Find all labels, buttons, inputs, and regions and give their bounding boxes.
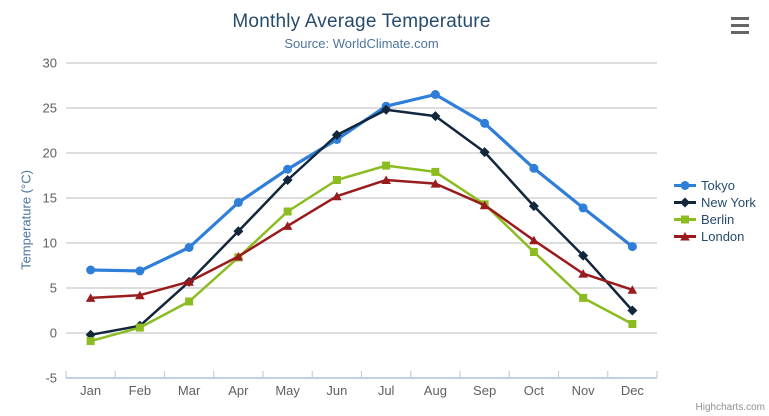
series-tokyo-marker-Mar[interactable] — [184, 243, 194, 252]
series-berlin-marker-Jun[interactable] — [332, 176, 341, 184]
series-london-marker-Dec[interactable] — [627, 285, 638, 294]
series-london-marker-Oct[interactable] — [529, 235, 539, 245]
series-tokyo-marker-Aug[interactable] — [430, 90, 440, 99]
series-tokyo-marker-Sep[interactable] — [480, 118, 490, 128]
series-new-york-marker-Dec[interactable] — [627, 305, 638, 316]
series-london-marker-Jul[interactable] — [381, 175, 391, 185]
series-berlin-marker-Dec[interactable] — [628, 320, 637, 328]
series-london-marker-Jun[interactable] — [332, 191, 342, 201]
series-tokyo-marker-Dec[interactable] — [627, 242, 637, 252]
y-axis-label: 30 — [43, 56, 57, 71]
series-new-york-marker-Sep[interactable] — [479, 147, 490, 158]
legend-label: London — [701, 229, 745, 244]
hamburger-bar — [731, 24, 749, 27]
series-berlin-marker-Oct[interactable] — [529, 248, 538, 256]
x-axis-label-jan: Jan — [80, 383, 101, 398]
legend-label: New York — [701, 195, 756, 210]
y-axis-label: 10 — [43, 236, 57, 251]
hamburger-menu-icon[interactable] — [731, 17, 749, 34]
series-london-marker-Mar[interactable] — [184, 277, 194, 286]
series-london-marker-May[interactable] — [282, 221, 293, 230]
series-berlin-marker-Jul[interactable] — [382, 161, 391, 170]
x-axis-label-apr: Apr — [228, 383, 249, 398]
series-new-york-marker-Jul[interactable] — [381, 104, 392, 115]
legend-item-tokyo[interactable]: Tokyo — [674, 177, 756, 194]
x-axis-label-oct: Oct — [524, 383, 545, 398]
legend-symbol[interactable] — [680, 232, 690, 241]
legend-item-london[interactable]: London — [674, 228, 756, 245]
series-berlin-marker-Mar[interactable] — [185, 297, 194, 306]
series-tokyo-marker-May[interactable] — [283, 164, 293, 174]
series-new-york-marker-May[interactable] — [282, 175, 293, 185]
series-tokyo-marker-Apr[interactable] — [233, 198, 243, 207]
x-axis-label-jun: Jun — [326, 383, 347, 398]
legend-symbol[interactable] — [680, 181, 690, 190]
series-london-marker-Jan[interactable] — [85, 293, 96, 302]
series-london-marker-Apr[interactable] — [233, 252, 244, 261]
x-axis-label-jul: Jul — [378, 383, 395, 398]
x-axis-label-may: May — [275, 383, 300, 398]
legend-symbol[interactable] — [680, 197, 690, 208]
series-berlin-marker-Feb[interactable] — [135, 323, 144, 332]
series-new-york-line[interactable] — [90, 108, 634, 337]
legend-label: Tokyo — [701, 178, 735, 193]
series-berlin-line[interactable] — [90, 164, 633, 343]
series-tokyo-marker-Nov[interactable] — [578, 203, 588, 213]
series-berlin-marker-Aug[interactable] — [431, 167, 440, 176]
series-london-marker-Feb[interactable] — [135, 290, 145, 300]
series-tokyo-line[interactable] — [90, 92, 634, 273]
x-axis-label-nov: Nov — [572, 383, 596, 398]
series-tokyo-marker-Oct[interactable] — [529, 163, 539, 173]
y-axis-title: Temperature (°C) — [18, 170, 34, 270]
series-tokyo-marker-Jan[interactable] — [86, 265, 96, 275]
y-axis-label: 25 — [43, 101, 57, 116]
legend-symbol[interactable] — [681, 215, 689, 224]
legend-marker-square-icon — [674, 215, 696, 224]
series-new-york-marker-Apr[interactable] — [233, 226, 244, 237]
series-new-york-marker-Nov[interactable] — [578, 250, 589, 261]
x-axis-label-dec: Dec — [621, 383, 645, 398]
hamburger-bar — [731, 17, 749, 20]
legend: Tokyo New York Berlin London — [674, 177, 756, 245]
series-london-marker-Nov[interactable] — [578, 269, 588, 278]
legend-marker-circle-icon — [674, 181, 696, 190]
legend-marker-diamond-icon — [674, 197, 696, 208]
y-axis-label: 5 — [50, 281, 57, 296]
series-new-york-marker-Aug[interactable] — [430, 111, 441, 122]
x-axis-label-feb: Feb — [129, 383, 151, 398]
series-london-line[interactable] — [90, 178, 633, 300]
series-berlin-marker-Nov[interactable] — [579, 293, 588, 302]
legend-item-berlin[interactable]: Berlin — [674, 211, 756, 228]
series-berlin-marker-Jan[interactable] — [86, 337, 95, 346]
page-title: Monthly Average Temperature — [232, 11, 491, 32]
series-berlin-marker-May[interactable] — [283, 207, 292, 216]
x-axis-label-mar: Mar — [178, 383, 201, 398]
x-axis-label-aug: Aug — [424, 383, 447, 398]
y-axis-label: -5 — [45, 371, 57, 386]
legend-label: Berlin — [701, 212, 735, 227]
series-new-york-marker-Jun[interactable] — [331, 130, 342, 140]
series-new-york-marker-Oct[interactable] — [528, 201, 539, 212]
chart-subtitle: Source: WorldClimate.com — [284, 36, 439, 51]
legend-item-new-york[interactable]: New York — [674, 194, 756, 211]
hamburger-bar — [731, 31, 749, 34]
x-axis-label-sep: Sep — [473, 383, 496, 398]
series-london-marker-Sep[interactable] — [479, 200, 490, 210]
y-axis-label: 20 — [43, 146, 57, 161]
y-axis-label: 0 — [50, 326, 57, 341]
credits-link[interactable]: Highcharts.com — [695, 402, 765, 413]
series-london-marker-Aug[interactable] — [430, 179, 441, 188]
legend-marker-triangle-icon — [674, 232, 696, 241]
y-axis-label: 15 — [43, 191, 57, 206]
series-tokyo-marker-Feb[interactable] — [135, 266, 145, 276]
